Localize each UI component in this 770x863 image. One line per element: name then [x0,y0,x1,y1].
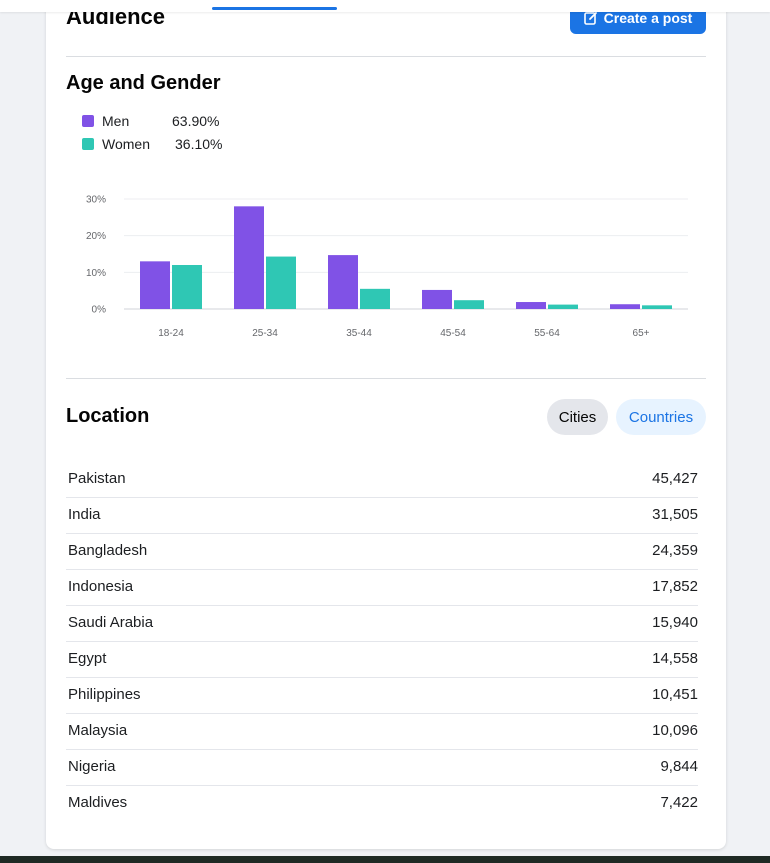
location-count: 24,359 [652,542,698,559]
y-tick-label: 20% [86,231,106,242]
age-gender-bar-chart: 0% 10% 20% 30% 18-24 25-34 35-44 45-54 55-64 65+ [86,195,688,339]
legend-item-women: Women [82,136,150,152]
location-row: Maldives 7,422 [66,786,698,822]
y-tick-label: 30% [86,195,106,206]
bar-women-18-24[interactable] [172,265,202,309]
countries-filter-button[interactable]: Countries [616,399,706,435]
location-name: Philippines [68,686,141,703]
x-tick-label: 55-64 [534,328,560,339]
y-tick-label: 0% [92,305,107,316]
y-tick-label: 10% [86,268,106,279]
location-row: India 31,505 [66,498,698,534]
location-name: Maldives [68,794,128,811]
x-tick-label: 65+ [633,328,650,339]
location-count: 17,852 [652,578,698,595]
location-row: Bangladesh 24,359 [66,534,698,570]
location-name: Malaysia [68,722,128,739]
location-row: Nigeria 9,844 [66,750,698,786]
location-count: 10,096 [652,722,698,739]
header-divider [66,56,706,57]
bar-women-35-44[interactable] [360,288,390,309]
location-count: 31,505 [652,506,698,523]
x-tick-label: 45-54 [440,328,466,339]
bottom-taskbar [0,856,770,863]
location-row: Malaysia 10,096 [66,714,698,750]
location-row: Indonesia 17,852 [66,570,698,606]
active-tab-indicator [212,7,337,10]
bar-men-45-54[interactable] [422,289,452,309]
legend-value-women: 36.10% [175,136,223,152]
location-divider [66,378,706,379]
bar-women-65+[interactable] [642,305,672,309]
x-tick-label: 25-34 [252,328,278,339]
create-post-label: Create a post [603,10,693,26]
location-count: 45,427 [652,470,698,487]
location-row: Egypt 14,558 [66,642,698,678]
audience-card [46,0,726,849]
location-row: Pakistan 45,427 [66,462,698,498]
legend-label-men: Men [102,113,130,129]
location-count: 10,451 [652,686,698,703]
location-name: Egypt [68,650,107,667]
top-tab-bar [0,0,770,12]
location-row: Philippines 10,451 [66,678,698,714]
location-count: 9,844 [660,758,698,775]
location-name: Pakistan [68,470,126,487]
bar-men-65+[interactable] [610,304,640,309]
cities-filter-button[interactable]: Cities [547,399,608,435]
legend-item-men: Men [82,113,129,129]
bar-women-25-34[interactable] [266,256,296,309]
location-row: Saudi Arabia 15,940 [66,606,698,642]
x-tick-label: 35-44 [346,328,372,339]
bar-women-45-54[interactable] [454,300,484,309]
bar-men-25-34[interactable] [234,206,264,309]
location-name: India [68,506,101,523]
bar-men-35-44[interactable] [328,255,358,309]
legend-value-men: 63.90% [172,113,220,129]
location-count: 15,940 [652,614,698,631]
bar-women-55-64[interactable] [548,304,578,309]
women-swatch [82,138,94,150]
location-name: Bangladesh [68,542,148,559]
location-count: 7,422 [660,794,698,811]
bar-men-55-64[interactable] [516,302,546,309]
location-count: 14,558 [652,650,698,667]
bar-men-18-24[interactable] [140,261,170,309]
age-gender-title: Age and Gender [66,72,221,94]
x-tick-label: 18-24 [158,328,184,339]
location-name: Indonesia [68,578,134,595]
men-swatch [82,115,94,127]
edit-icon [583,12,597,25]
legend-label-women: Women [102,136,150,152]
location-name: Saudi Arabia [68,614,154,631]
location-name: Nigeria [68,758,116,775]
location-title: Location [66,405,150,427]
